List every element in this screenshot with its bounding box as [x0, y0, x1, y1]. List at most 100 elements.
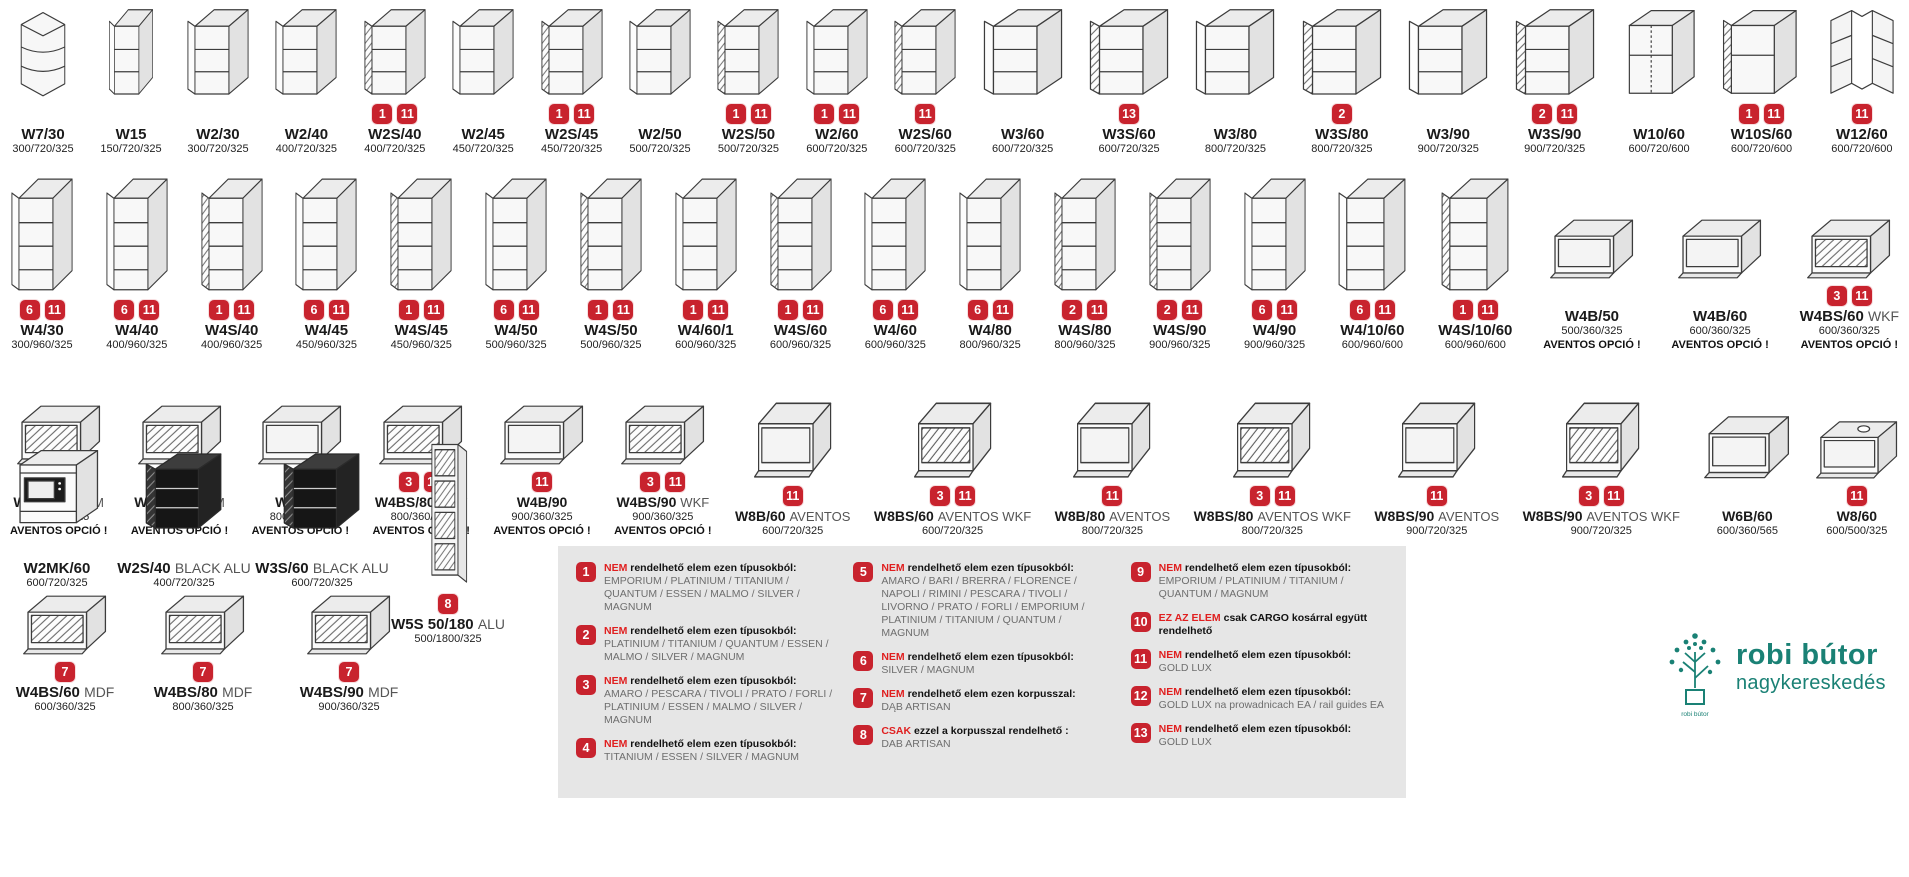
cabinet-model-label: W4/60/1 — [677, 322, 734, 339]
cabinet-model-label: W2/40 — [284, 126, 329, 143]
legend-entry-2: 2 NEM rendelhető elem ezen típusokból: PLA… — [576, 625, 833, 664]
tall-alu-cabinet-icon — [431, 443, 468, 583]
open-cabinet-icon — [275, 9, 338, 95]
badge-row: 2 11 — [1062, 298, 1108, 322]
legend-head: rendelhető elem ezen típusokból: — [1184, 723, 1352, 735]
cabinet-model-label: W7/30 — [21, 126, 65, 143]
cabinet-dimensions: 600/960/325 — [864, 339, 926, 351]
restriction-badge-11: 11 — [1182, 300, 1203, 320]
cabinet-model-label: W2S/50 — [721, 126, 776, 143]
cabinet-dimensions: 300/720/325 — [12, 143, 74, 155]
cabinet-dimensions: 500/960/325 — [485, 339, 547, 351]
legend-entry-12: 12 NEM rendelhető elem ezen típusokból: GO… — [1130, 686, 1388, 712]
badge-row: 11 — [1102, 484, 1123, 508]
restriction-badge-11: 11 — [1426, 486, 1447, 506]
cabinet-item-w4-90: 6 11 W4/90 900/960/325 — [1243, 173, 1307, 352]
flip-hole-cabinet-icon — [1815, 421, 1897, 479]
legend-badge-13: 13 — [1130, 723, 1151, 743]
corner-box-cabinet-icon — [1628, 9, 1695, 94]
cabinet-item-w15: W15 150/720/325 — [100, 4, 162, 156]
restriction-badge-2: 2 — [1157, 300, 1178, 320]
cabinet-model-label: W4/90 — [1252, 322, 1297, 339]
cabinet-item-w2s-45: 1 11 W2S/45 450/720/325 — [540, 4, 604, 156]
legend-entry-1: 1 NEM rendelhető elem ezen típusokból: EMP… — [576, 562, 833, 614]
flip-deep-cabinet-icon — [1704, 416, 1790, 479]
badge-row: 2 — [1331, 102, 1352, 126]
cabinet-dimensions: 150/720/325 — [100, 143, 162, 155]
cabinet-item-w4b-60: W4B/60 600/360/325 AVENTOS OPCIÓ ! — [1671, 209, 1769, 352]
cabinet-item-w3s-60: W3S/60 BLACK ALU 600/720/325 — [255, 440, 389, 590]
cabinet-model-label: W4BS/80 MDF — [153, 684, 253, 701]
cabinet-item-w8bs-60: 3 11 W8BS/60 AVENTOS WKF 600/720/325 — [874, 389, 1031, 538]
flip-tall-cabinet-icon — [753, 402, 832, 478]
legend-lead: NEM — [604, 562, 631, 574]
cabinet-dimensions: 500/360/325 — [1561, 325, 1623, 337]
cabinet-model-label: W4S/50 — [584, 322, 638, 339]
aventos-note: AVENTOS OPCIÓ ! — [614, 525, 712, 537]
cabinet-model-label: W4S/10/60 — [1438, 322, 1513, 339]
legend-badge-2: 2 — [576, 625, 596, 645]
restriction-badge-11: 11 — [1846, 486, 1867, 506]
cabinet-dimensions: 300/960/325 — [11, 339, 73, 351]
cabinet-dimensions: 800/960/325 — [1054, 339, 1116, 351]
legend-text: NEM rendelhető elem ezen típusokból: GOLD… — [1159, 649, 1352, 675]
legend-badge-5: 5 — [853, 562, 874, 582]
restriction-badge-2: 2 — [1062, 300, 1083, 320]
legend-head: rendelhető elem ezen korpusszal: — [907, 688, 1076, 700]
aventos-note: AVENTOS OPCIÓ ! — [493, 525, 591, 537]
cabinet-model-label: W2S/40 — [368, 126, 422, 143]
cabinet-suffix: BLACK ALU — [312, 560, 389, 576]
restriction-badge-11: 11 — [1851, 286, 1872, 306]
cabinet-item-w4s-90: 2 11 W4S/90 900/960/325 — [1148, 173, 1212, 352]
restriction-badge-6: 6 — [114, 300, 135, 320]
cabinet-model-label: W5S 50/180 ALU — [391, 616, 505, 633]
legend-text: NEM rendelhető elem ezen korpusszal: DĄB … — [881, 688, 1075, 714]
tall-glass-cabinet-icon — [1149, 178, 1211, 291]
restriction-badge-13: 13 — [1119, 104, 1140, 124]
cabinet-item-w4-45: 6 11 W4/45 450/960/325 — [294, 173, 358, 352]
legend-entry-7: 7 NEM rendelhető elem ezen korpusszal: DĄB… — [853, 688, 1110, 714]
flip-glass-cabinet-icon — [23, 595, 107, 655]
restriction-badge-11: 11 — [1557, 104, 1578, 124]
cabinet-model-label: W3/90 — [1426, 126, 1470, 143]
cabinet-item-w2-30: W2/30 300/720/325 — [186, 4, 250, 156]
cabinet-item-w4bs-60: 7 W4BS/60 MDF 600/360/325 — [4, 584, 126, 714]
badge-row: 7 — [193, 660, 213, 684]
badge-row: 1 11 — [398, 298, 444, 322]
badge-row: 1 11 — [814, 102, 860, 126]
glass-wide-cabinet-icon — [1515, 9, 1594, 95]
legend-entry-10: 10 EZ AZ ELEM csak CARGO kosárral együtt … — [1130, 612, 1388, 638]
restriction-badge-11: 11 — [44, 300, 65, 320]
legend-head: rendelhető elem ezen típusokból: — [907, 651, 1074, 663]
restriction-badge-6: 6 — [872, 300, 893, 320]
restriction-badge-11: 11 — [234, 300, 255, 320]
cabinet-dimensions: 400/720/325 — [364, 143, 426, 155]
badge-row: 6 11 — [967, 298, 1013, 322]
restriction-badge-1: 1 — [683, 300, 704, 320]
cabinet-dimensions: 600/360/565 — [1716, 525, 1778, 537]
cabinet-model-label: W2S/40 BLACK ALU — [117, 560, 251, 577]
legend-body: PLATINIUM / TITANIUM / QUANTUM / ESSEN /… — [604, 638, 829, 663]
cabinet-model-label: W8B/80 AVENTOS — [1054, 508, 1171, 524]
badge-row: 6 11 — [114, 298, 160, 322]
logo-title: robi bútor — [1736, 639, 1878, 671]
badge-row: 1 11 — [1452, 298, 1498, 322]
cabinet-dimensions: 600/720/600 — [1730, 143, 1793, 155]
cabinet-dimensions: 800/720/325 — [1241, 525, 1303, 537]
cabinet-suffix: WKF — [680, 495, 710, 510]
cabinet-item-w4bs-60: 3 11 W4BS/60 WKF 600/360/325 AVENTOS OPCIÓ ! — [1800, 209, 1899, 352]
aventos-note: AVENTOS OPCIÓ ! — [1671, 339, 1769, 351]
cabinet-suffix: AVENTOS — [789, 509, 851, 524]
legend-text: NEM rendelhető elem ezen típusokból: GOLD… — [1159, 686, 1384, 712]
restriction-badge-6: 6 — [1252, 300, 1273, 320]
cabinet-model-label: W4BS/90 MDF — [299, 684, 399, 701]
badge-row: 11 — [532, 470, 552, 494]
logo-icon-caption: robi bútor — [1681, 711, 1709, 718]
legend-entry-9: 9 NEM rendelhető elem ezen típusokból: EMP… — [1130, 562, 1388, 601]
restriction-badge-11: 11 — [328, 300, 349, 320]
cabinet-model-label: W4/80 — [968, 322, 1012, 339]
restriction-badge-11: 11 — [613, 300, 634, 320]
